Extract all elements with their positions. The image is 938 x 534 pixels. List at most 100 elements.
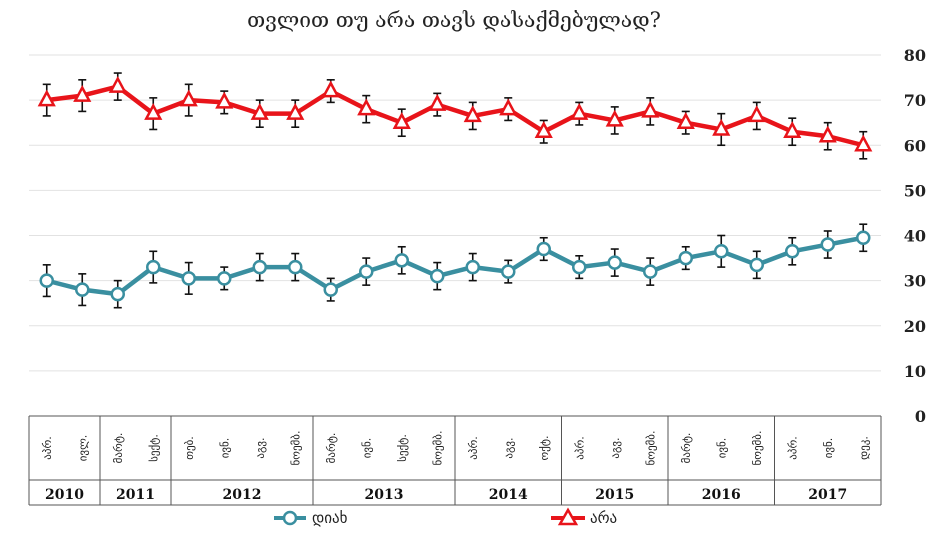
x-tick-label: მარტ. [112, 433, 125, 464]
data-point [572, 259, 587, 275]
data-point [749, 257, 764, 273]
year-label-2015: 2015 [595, 487, 634, 503]
x-tick-label: ნოემბ. [644, 431, 657, 466]
y-tick-label-0: 0 [915, 407, 926, 426]
data-point [110, 286, 125, 302]
x-tick-label: აგვ. [254, 437, 267, 458]
data-point [676, 112, 695, 129]
data-point [856, 230, 871, 246]
data-point [854, 134, 873, 152]
x-tick-label: ნოემბ. [431, 431, 444, 466]
data-point [394, 253, 409, 268]
y-axis: 0 10 20 30 40 50 60 70 80 [904, 46, 926, 426]
data-point [288, 259, 303, 275]
x-tick-label: ნოემბ. [751, 431, 764, 466]
legend-label-yes: დიახ [312, 509, 348, 527]
data-point [430, 268, 445, 284]
data-point [75, 282, 90, 297]
data-point [179, 89, 198, 107]
y-tick-label-60: 60 [904, 136, 926, 155]
data-point [678, 250, 693, 266]
x-tick-label: აპრ. [41, 436, 54, 459]
data-point [536, 241, 551, 257]
data-point [73, 84, 92, 102]
data-point [108, 75, 127, 93]
x-tick-label: ივნ. [822, 438, 835, 459]
grid-lines [29, 54, 881, 372]
data-point [215, 91, 234, 109]
data-point [714, 244, 729, 259]
x-tick-label: ნოემბ. [289, 431, 302, 466]
x-tick-label: სექტ. [396, 434, 409, 462]
year-label-2012: 2012 [223, 487, 262, 503]
x-tick-label: ივლ. [76, 435, 89, 462]
x-axis: აპრ. ივლ. მარტ. სექტ. თებ. ივნ. აგვ. ნოემბ. მარტ… [28, 415, 882, 506]
data-point [37, 89, 56, 107]
data-point [286, 103, 305, 120]
x-tick-label: ივნ. [218, 438, 231, 459]
data-point [359, 264, 374, 279]
data-point [501, 264, 516, 279]
chart-title: თვლით თუ არა თავს დასაქმებულად? [247, 8, 661, 32]
legend-marker-no [557, 507, 579, 526]
data-point [818, 125, 837, 143]
legend-label-no: არა [590, 509, 617, 527]
data-point [783, 121, 802, 138]
x-tick-label: აგვ. [609, 437, 622, 458]
data-point [217, 271, 232, 286]
data-point [463, 105, 482, 123]
year-label-2016: 2016 [702, 487, 741, 503]
y-tick-label-30: 30 [904, 272, 926, 291]
x-tick-label: სექტ. [147, 434, 160, 462]
series-layer [37, 72, 873, 309]
year-label-2017: 2017 [808, 487, 847, 503]
data-point [357, 98, 376, 116]
legend-marker-yes [282, 510, 298, 526]
data-point [465, 259, 480, 275]
year-label-2013: 2013 [365, 487, 404, 503]
data-point [785, 244, 800, 259]
year-label-2014: 2014 [489, 487, 528, 503]
data-point [534, 121, 553, 138]
data-point [605, 109, 624, 127]
x-tick-label: მარტ. [680, 433, 693, 464]
x-tick-label: ოქტ. [538, 436, 551, 461]
data-point [323, 282, 338, 297]
y-tick-label-40: 40 [904, 227, 926, 246]
x-tick-label: დეკ. [857, 436, 870, 460]
y-tick-label-50: 50 [904, 181, 926, 200]
legend: დიახ არა [274, 507, 617, 527]
year-label-2010: 2010 [45, 487, 84, 503]
x-tick-label: აპრ. [573, 436, 586, 459]
x-tick-label: ივნ. [715, 438, 728, 459]
series-line [46, 84, 864, 148]
data-point [641, 100, 660, 118]
data-point [146, 259, 161, 275]
series-line [46, 235, 864, 297]
data-point [428, 94, 447, 111]
x-tick-label: თებ. [183, 436, 196, 460]
data-point [392, 112, 411, 129]
data-point [712, 118, 731, 136]
data-point [181, 271, 196, 286]
data-point [570, 103, 589, 120]
data-point [321, 80, 340, 98]
data-point [39, 273, 54, 288]
x-tick-label: აპრ. [786, 436, 799, 459]
y-tick-label-80: 80 [904, 46, 926, 65]
x-tick-label: მარტ. [325, 433, 338, 464]
data-point [499, 98, 518, 116]
x-tick-label: აგვ. [502, 437, 515, 458]
series-yes [39, 223, 871, 309]
x-tick-label: აპრ. [467, 436, 480, 459]
data-point [747, 105, 766, 123]
data-point [607, 255, 622, 270]
series-no [37, 72, 873, 160]
data-point [250, 103, 269, 120]
data-point [820, 237, 835, 252]
y-tick-label-20: 20 [904, 317, 926, 336]
data-point [144, 103, 163, 120]
y-tick-label-10: 10 [904, 362, 926, 381]
data-point [252, 259, 267, 275]
